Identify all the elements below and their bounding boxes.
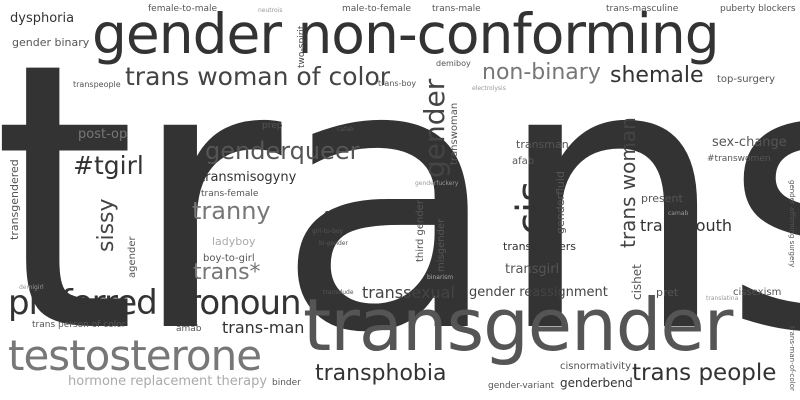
- word-transwoman: transwoman: [449, 102, 460, 165]
- word-misgender: misgender: [436, 218, 447, 272]
- word-camab: camab: [668, 210, 689, 217]
- word-transpeople: transpeople: [73, 80, 121, 89]
- word-agender: agender: [127, 236, 138, 278]
- word-trans-person-of-color: trans person of color: [32, 320, 126, 330]
- word-transphobia: transphobia: [315, 361, 447, 386]
- word-trans-people: trans people: [632, 360, 777, 386]
- word-trans-star: trans*: [193, 260, 261, 285]
- word-preferred-pronoun: preferred pronoun: [8, 283, 302, 323]
- word-trans-man-of-color: trans-man-of-color: [788, 326, 796, 391]
- word-genderbend: genderbend: [560, 376, 633, 390]
- word-third-gender: third gender: [415, 200, 426, 262]
- word-gender-variant: gender-variant: [488, 381, 555, 391]
- word-cisnormativity: cisnormativity: [560, 361, 631, 372]
- word-demiboy: demiboy: [436, 59, 471, 68]
- word-girl-to-boy: girl-to-boy: [312, 228, 344, 235]
- word-gender-binary: gender binary: [12, 36, 90, 49]
- word-tranny: tranny: [192, 197, 271, 225]
- word-transgender: transgender: [303, 283, 733, 367]
- word-genderfuckery: genderfuckery: [415, 180, 459, 187]
- word-pret: pret: [656, 286, 679, 299]
- word-trans-masculine: trans-masculine: [606, 4, 679, 14]
- word-gender-vertical: gender: [418, 78, 451, 178]
- word-trans-male: trans-male: [432, 4, 481, 14]
- word-translatina: translatina: [706, 295, 739, 302]
- word-binder: binder: [272, 378, 301, 388]
- word-femboy: femboy: [324, 209, 366, 222]
- word-trans-man: trans-man: [222, 318, 305, 337]
- word-sissy: sissy: [94, 198, 119, 252]
- word-cis: cis: [509, 181, 555, 235]
- word-testosterone: testosterone: [8, 331, 262, 380]
- word-transgendered: transgendered: [8, 159, 21, 240]
- word-trans-female: trans-female: [201, 189, 259, 199]
- word-transgirl: transgirl: [505, 262, 560, 277]
- word-boy-to-girl: boy-to-girl: [203, 253, 255, 264]
- word-female-to-male: female-to-male: [148, 4, 218, 14]
- word-cishet: cishet: [630, 264, 644, 300]
- word-hormone-replacement-therapy: hormone replacement therapy: [68, 374, 268, 389]
- word-two-spirit: two-spirit: [297, 25, 307, 68]
- word-ladyboy: ladyboy: [212, 235, 256, 248]
- word-transman: transman: [516, 138, 569, 151]
- word-electrolysis: electrolysis: [472, 85, 506, 92]
- word-male-to-female: male-to-female: [342, 4, 412, 14]
- word-cissexism: cissexism: [733, 287, 782, 298]
- word-puberty-blockers: puberty blockers: [720, 4, 796, 14]
- word-transdude: transdude: [323, 289, 354, 296]
- word-non-binary: non-binary: [482, 60, 601, 85]
- word-cafab: cafab: [337, 126, 354, 133]
- word-gender-non-conforming: gender non-conforming: [92, 2, 720, 66]
- word-shemale: shemale: [610, 63, 704, 88]
- word-genderfluid: genderfluid: [554, 171, 567, 234]
- word-prep: prep: [262, 121, 283, 131]
- word-genderqueer: genderqueer: [205, 137, 360, 165]
- word-afab: afab: [512, 156, 535, 167]
- word-transgenders: transgenders: [503, 240, 577, 253]
- word-trans-woman: trans woman: [616, 117, 640, 248]
- word-transsexual: transsexual: [362, 283, 455, 302]
- word-binarism: binarism: [427, 274, 454, 281]
- word-neutrois: neutrois: [258, 7, 283, 14]
- word-bi-gender: bi-gender: [319, 240, 348, 247]
- word-transmisogyny: transmisogyny: [200, 170, 297, 185]
- word-amab: amab: [176, 324, 202, 334]
- word-top-surgery: top-surgery: [717, 74, 776, 85]
- word-post-op: post-op: [78, 127, 128, 142]
- word-sex-change: sex-change: [712, 135, 787, 150]
- word-present: present: [641, 192, 683, 205]
- word-gender-affirming-surgery: gender affirming surgery: [788, 180, 796, 268]
- word-demigirl: demigirl: [19, 284, 44, 291]
- word-trans-youth: trans youth: [640, 216, 733, 235]
- word-tgirl: #tgirl: [73, 151, 144, 180]
- word-trans-woman-of-color: trans woman of color: [125, 62, 391, 91]
- word-transwomen: #transwomen: [707, 154, 771, 164]
- word-gender-reassignment: gender reassignment: [469, 285, 608, 300]
- word-trans-boy: trans-boy: [378, 79, 417, 88]
- word-dysphoria: dysphoria: [10, 11, 75, 26]
